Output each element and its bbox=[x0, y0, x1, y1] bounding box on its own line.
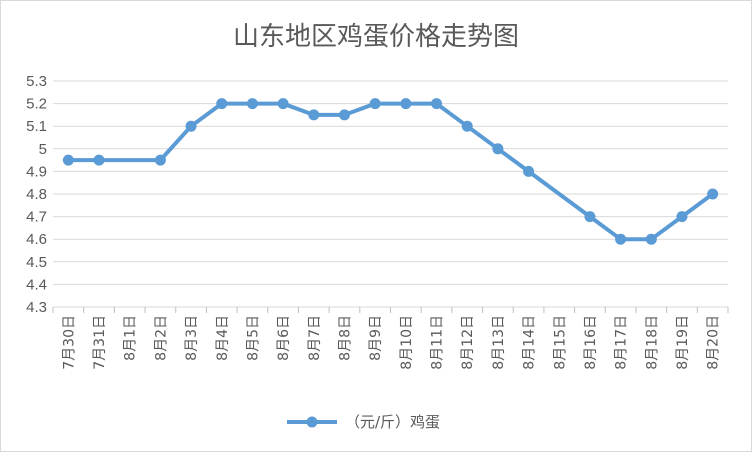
x-tick-label: 8月5日 bbox=[245, 315, 261, 361]
y-tick-label: 5.2 bbox=[26, 96, 47, 113]
x-tick-label: 8月11日 bbox=[430, 315, 446, 370]
data-point bbox=[645, 233, 657, 245]
x-tick-label: 8月4日 bbox=[215, 315, 231, 361]
x-tick-label: 8月20日 bbox=[706, 315, 722, 370]
x-tick-label: 7月31日 bbox=[92, 315, 108, 370]
y-tick-label: 5.1 bbox=[26, 118, 47, 135]
y-tick-label: 4.8 bbox=[26, 186, 47, 203]
y-tick-label: 4.7 bbox=[26, 209, 47, 226]
data-point bbox=[62, 154, 74, 166]
data-point bbox=[154, 154, 166, 166]
y-tick-label: 4.3 bbox=[26, 299, 47, 316]
x-tick-label: 8月3日 bbox=[184, 315, 200, 361]
legend: （元/斤）鸡蛋 bbox=[287, 413, 440, 431]
chart-title: 山东地区鸡蛋价格走势图 bbox=[233, 22, 519, 52]
x-axis-ticks: 7月30日 7月31日 8月1日 8月2日 8月3日 8月4日 8月5日 8月6日 8月7日 8月… bbox=[52, 307, 729, 370]
y-tick-label: 4.9 bbox=[26, 163, 47, 180]
x-tick-label: 8月15日 bbox=[552, 315, 568, 370]
data-point bbox=[338, 109, 350, 121]
y-tick-label: 4.6 bbox=[26, 231, 47, 248]
y-tick-label: 5 bbox=[39, 141, 47, 158]
data-point bbox=[400, 98, 412, 110]
x-tick-label: 8月1日 bbox=[123, 315, 139, 361]
data-point bbox=[676, 211, 688, 223]
data-point bbox=[584, 211, 596, 223]
gridlines bbox=[53, 80, 728, 308]
data-point bbox=[216, 98, 228, 110]
data-point bbox=[308, 109, 320, 121]
x-tick-label: 8月10日 bbox=[399, 315, 415, 370]
data-point bbox=[431, 98, 443, 110]
data-point bbox=[615, 233, 627, 245]
y-axis-ticks: 5.3 5.2 5.1 5 4.9 4.8 4.7 4.6 4.5 4.4 4.3 bbox=[26, 73, 47, 316]
legend-dot-marker bbox=[306, 416, 318, 428]
series-layer bbox=[62, 98, 719, 245]
x-tick-label: 8月2日 bbox=[153, 315, 169, 361]
x-tick-label: 8月6日 bbox=[276, 315, 292, 361]
data-point bbox=[93, 154, 105, 166]
y-tick-label: 4.5 bbox=[26, 254, 47, 271]
data-point bbox=[246, 98, 258, 110]
x-tick-label: 8月16日 bbox=[583, 315, 599, 370]
x-tick-label: 8月18日 bbox=[644, 315, 660, 370]
data-point bbox=[461, 120, 473, 132]
data-point bbox=[369, 98, 381, 110]
data-point bbox=[523, 165, 535, 177]
x-tick-label: 8月7日 bbox=[307, 315, 323, 361]
data-point bbox=[277, 98, 289, 110]
y-tick-label: 4.4 bbox=[26, 276, 47, 293]
data-point bbox=[185, 120, 197, 132]
x-tick-label: 8月8日 bbox=[337, 315, 353, 361]
data-point bbox=[707, 188, 719, 200]
x-tick-label: 8月13日 bbox=[491, 315, 507, 370]
x-tick-label: 8月14日 bbox=[522, 315, 538, 370]
x-tick-label: 8月9日 bbox=[368, 315, 384, 361]
x-tick-label: 8月12日 bbox=[460, 315, 476, 370]
y-tick-label: 5.3 bbox=[26, 73, 47, 90]
x-tick-label: 8月19日 bbox=[675, 315, 691, 370]
x-tick-label: 7月30日 bbox=[61, 315, 77, 370]
legend-label: （元/斤）鸡蛋 bbox=[345, 413, 440, 431]
series-line bbox=[68, 101, 714, 242]
data-point bbox=[492, 143, 504, 155]
x-tick-label: 8月17日 bbox=[614, 315, 630, 370]
